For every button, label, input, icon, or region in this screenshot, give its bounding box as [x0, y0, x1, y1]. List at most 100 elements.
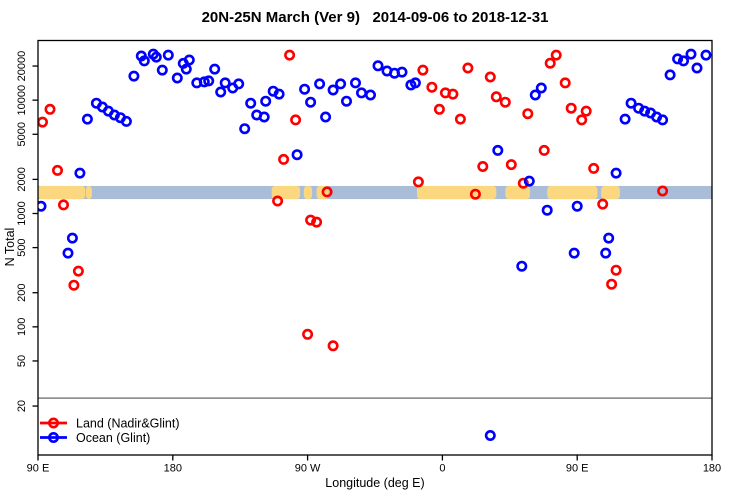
data-point-ocean — [541, 204, 553, 216]
data-point-land — [327, 340, 339, 352]
x-tick-label: 180 — [164, 463, 182, 475]
data-point-land — [606, 278, 618, 290]
land-strip-segment — [38, 185, 86, 200]
data-point-ocean — [516, 260, 528, 272]
y-tick-label: 10000 — [16, 85, 28, 116]
data-point-land — [462, 62, 474, 74]
data-point-ocean — [209, 63, 221, 75]
axes: 90 E 180 90 W 0 90 E 180 20 50 100 200 500 1000 2000… — [16, 39, 721, 475]
data-point-ocean — [349, 77, 361, 89]
data-point-ocean — [685, 48, 697, 60]
data-point-ocean — [128, 70, 140, 82]
data-point-land — [454, 113, 466, 125]
x-tick-label: 90 W — [295, 463, 321, 475]
data-point-ocean — [327, 84, 339, 96]
y-tick-label: 100 — [16, 318, 28, 336]
x-tick-label: 90 E — [566, 463, 589, 475]
data-point-ocean — [677, 55, 689, 67]
land-strip-segment — [416, 185, 497, 200]
data-point-ocean — [396, 66, 408, 78]
data-point-land — [469, 188, 481, 200]
y-tick-label: 20000 — [16, 51, 28, 82]
data-point-land — [580, 105, 592, 117]
legend-marker-land — [47, 417, 59, 429]
data-point-ocean — [364, 89, 376, 101]
data-point-ocean — [529, 89, 541, 101]
data-point-land — [447, 88, 459, 100]
data-point-land — [321, 186, 333, 198]
data-point-land — [597, 198, 609, 210]
data-point-land — [522, 108, 534, 120]
data-point-ocean — [484, 429, 496, 441]
data-point-land — [505, 159, 517, 171]
plot-box — [37, 39, 713, 456]
data-point-ocean — [492, 144, 504, 156]
data-point-ocean — [639, 105, 651, 117]
data-point-ocean — [409, 77, 421, 89]
data-point-ocean — [74, 167, 86, 179]
land-strip-segment — [505, 185, 531, 200]
data-point-ocean — [120, 115, 132, 127]
data-point-ocean — [215, 86, 227, 98]
data-point-land — [290, 114, 302, 126]
data-points — [38, 48, 712, 441]
data-point-land — [311, 216, 323, 228]
data-point-land — [433, 103, 445, 115]
x-tick-label: 180 — [703, 463, 721, 475]
land-strip-segment — [85, 185, 92, 200]
y-tick-label: 200 — [16, 284, 28, 302]
data-point-land — [302, 328, 314, 340]
data-point-ocean — [610, 167, 622, 179]
data-point-ocean — [625, 97, 637, 109]
data-point-ocean — [535, 82, 547, 94]
data-point-land — [38, 116, 48, 128]
data-point-ocean — [183, 54, 195, 66]
data-point-land — [426, 81, 438, 93]
data-point-ocean — [258, 111, 270, 123]
data-point-ocean — [691, 62, 703, 74]
data-point-land — [477, 161, 489, 173]
data-point-ocean — [162, 49, 174, 61]
data-point-land — [412, 176, 424, 188]
data-point-land — [490, 91, 502, 103]
data-point-land — [610, 264, 622, 276]
x-tick-label: 90 E — [27, 463, 50, 475]
y-tick-label: 5000 — [16, 122, 28, 146]
data-point-land — [565, 102, 577, 114]
data-point-ocean — [156, 64, 168, 76]
data-point-ocean — [523, 175, 535, 187]
data-point-land — [417, 64, 429, 76]
y-tick-label: 500 — [16, 238, 28, 256]
data-point-ocean — [335, 78, 347, 90]
data-point-land — [272, 195, 284, 207]
data-point-ocean — [38, 200, 47, 212]
data-point-ocean — [664, 69, 676, 81]
data-point-ocean — [700, 49, 712, 61]
data-point-land — [657, 185, 669, 197]
data-point-land — [68, 279, 80, 291]
data-point-ocean — [305, 96, 317, 108]
y-tick-label: 2000 — [16, 167, 28, 191]
data-point-ocean — [245, 97, 257, 109]
legend-marker-ocean — [47, 431, 59, 443]
land-strip-segment — [547, 185, 598, 200]
data-point-ocean — [81, 113, 93, 125]
data-point-land — [544, 57, 556, 69]
data-point-ocean — [171, 72, 183, 84]
chart-title: 20N-25N March (Ver 9) 2014-09-06 to 2018… — [201, 9, 549, 26]
x-tick-label: 0 — [439, 463, 445, 475]
legend: Land (Nadir&Glint) Ocean (Glint) — [40, 417, 180, 445]
data-point-ocean — [62, 247, 74, 259]
data-point-ocean — [66, 232, 78, 244]
data-point-ocean — [138, 55, 150, 67]
data-point-ocean — [233, 78, 245, 90]
y-tick-label: 50 — [16, 355, 28, 367]
data-point-land — [305, 214, 317, 226]
ocean-strip — [38, 185, 712, 200]
data-point-land — [576, 114, 588, 126]
data-point-land — [484, 71, 496, 83]
y-tick-label: 1000 — [16, 201, 28, 225]
data-point-ocean — [320, 111, 332, 123]
data-point-land — [559, 77, 571, 89]
